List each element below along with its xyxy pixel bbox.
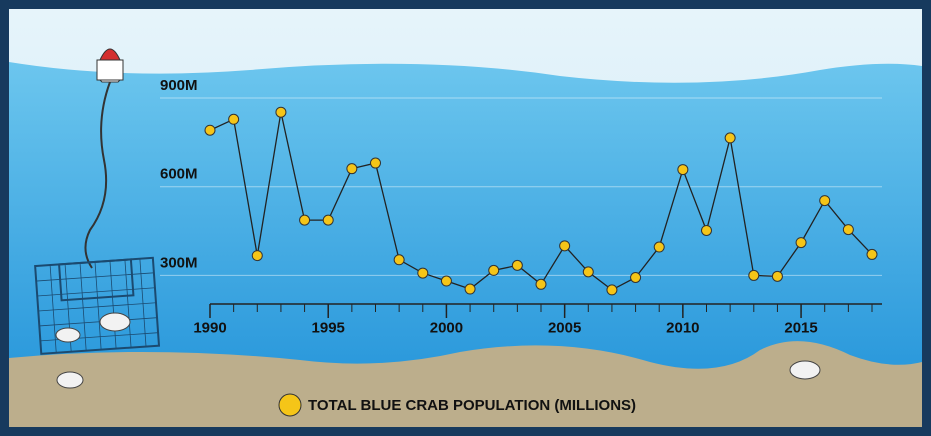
data-point [606, 284, 618, 296]
crab-trap [34, 256, 161, 355]
data-point [204, 124, 216, 136]
data-point [346, 163, 358, 175]
data-point [440, 275, 452, 287]
x-tick-label: 1990 [193, 319, 226, 336]
data-point [275, 106, 287, 118]
data-point [795, 237, 807, 249]
data-point [771, 270, 783, 282]
data-point [819, 195, 831, 207]
data-point [417, 267, 429, 279]
data-point [464, 283, 476, 295]
data-point [393, 254, 405, 266]
data-point [653, 241, 665, 253]
data-point [251, 250, 263, 262]
data-point [724, 132, 736, 144]
y-tick-label: 900M [160, 77, 198, 94]
rope [84, 81, 111, 269]
data-point [228, 113, 240, 125]
x-tick-label: 2010 [666, 319, 699, 336]
data-point [748, 269, 760, 281]
data-point [559, 240, 571, 252]
data-point [299, 214, 311, 226]
y-tick-label: 600M [160, 166, 198, 183]
data-point [842, 224, 854, 236]
sand [9, 341, 922, 427]
data-point [866, 248, 878, 260]
buoy-body [96, 59, 124, 81]
data-point [535, 278, 547, 290]
data-point [488, 264, 500, 276]
data-point [630, 271, 642, 283]
crabs [55, 312, 821, 389]
x-tick-label: 2015 [784, 319, 817, 336]
x-tick-label: 2000 [430, 319, 463, 336]
data-point [677, 164, 689, 176]
legend-marker [278, 393, 302, 417]
data-point [511, 259, 523, 271]
water [9, 62, 922, 427]
x-tick-label: 1995 [312, 319, 345, 336]
legend-label: TOTAL BLUE CRAB POPULATION (MILLIONS) [308, 397, 636, 414]
data-point [582, 266, 594, 278]
y-tick-label: 300M [160, 254, 198, 271]
data-point [322, 214, 334, 226]
data-point [370, 157, 381, 169]
data-point [701, 224, 712, 236]
x-tick-label: 2005 [548, 319, 581, 336]
